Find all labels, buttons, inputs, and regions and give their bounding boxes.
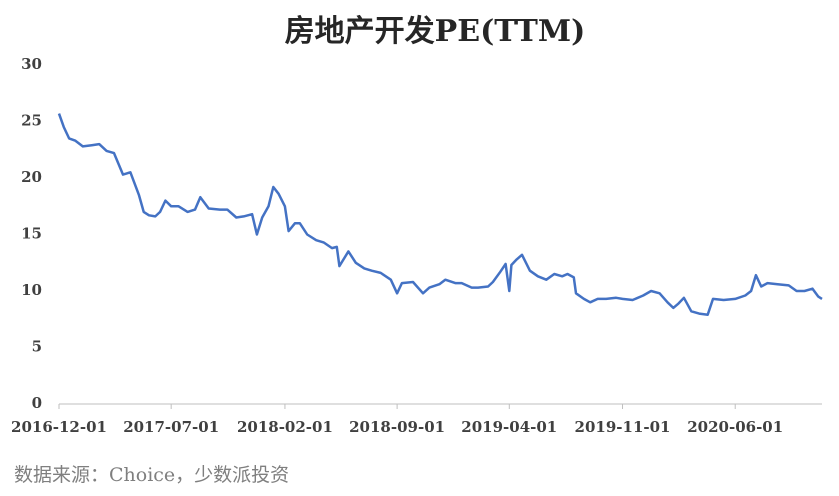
x-tick-label: 2018-09-01	[349, 418, 445, 436]
chart-title: 房地产开发PE(TTM)	[285, 14, 586, 49]
y-tick-label: 30	[21, 55, 42, 73]
source-note: 数据来源：Choice，少数派投资	[14, 464, 289, 486]
y-tick-label: 0	[32, 394, 42, 412]
y-tick-label: 5	[32, 338, 42, 356]
y-tick-label: 25	[21, 112, 42, 130]
x-tick-label: 2016-12-01	[11, 418, 107, 436]
x-tick-label: 2020-06-01	[687, 418, 783, 436]
x-tick-label: 2019-04-01	[461, 418, 557, 436]
y-tick-label: 15	[21, 225, 42, 243]
x-tick-label: 2017-07-01	[123, 418, 219, 436]
y-tick-label: 20	[21, 168, 42, 186]
data-line	[57, 113, 823, 316]
y-tick-label: 10	[21, 281, 42, 299]
x-tick-label: 2019-11-01	[575, 418, 671, 436]
x-tick-label: 2018-02-01	[237, 418, 333, 436]
